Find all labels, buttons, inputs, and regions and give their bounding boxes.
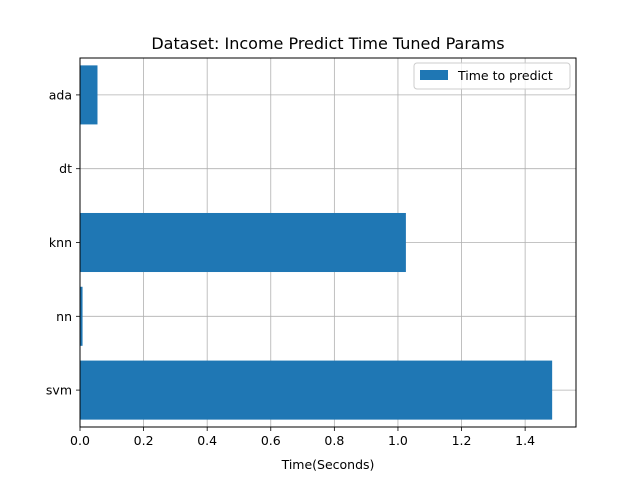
x-tick-label: 0.4: [197, 433, 217, 448]
y-tick-label-svm: svm: [46, 383, 72, 398]
legend-swatch: [420, 70, 448, 80]
x-axis-label: Time(Seconds): [281, 457, 375, 472]
chart-title: Dataset: Income Predict Time Tuned Param…: [151, 34, 504, 53]
x-tick-label: 0.2: [134, 433, 154, 448]
x-tick-label: 1.0: [388, 433, 408, 448]
y-tick-label-dt: dt: [59, 161, 72, 176]
y-tick-label-knn: knn: [49, 235, 72, 250]
legend: Time to predict: [413, 62, 571, 90]
y-tick-label-ada: ada: [49, 87, 72, 102]
x-tick-label: 0.8: [324, 433, 344, 448]
bar-ada: [80, 65, 98, 125]
x-tick-label: 1.4: [515, 433, 535, 448]
x-tick-label: 0.6: [261, 433, 281, 448]
bars: [80, 65, 553, 420]
y-axis-ticks: ada dt knn nn svm: [46, 87, 80, 398]
legend-entry-time-to-predict: Time to predict: [457, 68, 553, 83]
bar-svm: [80, 360, 553, 420]
y-tick-label-nn: nn: [56, 309, 72, 324]
legend-box: [413, 62, 571, 90]
x-tick-label: 1.2: [452, 433, 472, 448]
bar-knn: [80, 212, 406, 273]
x-axis-ticks: 0.0 0.2 0.4 0.6 0.8 1.0 1.2 1.4: [70, 427, 535, 448]
bar-nn: [80, 286, 83, 346]
x-tick-label: 0.0: [70, 433, 90, 448]
